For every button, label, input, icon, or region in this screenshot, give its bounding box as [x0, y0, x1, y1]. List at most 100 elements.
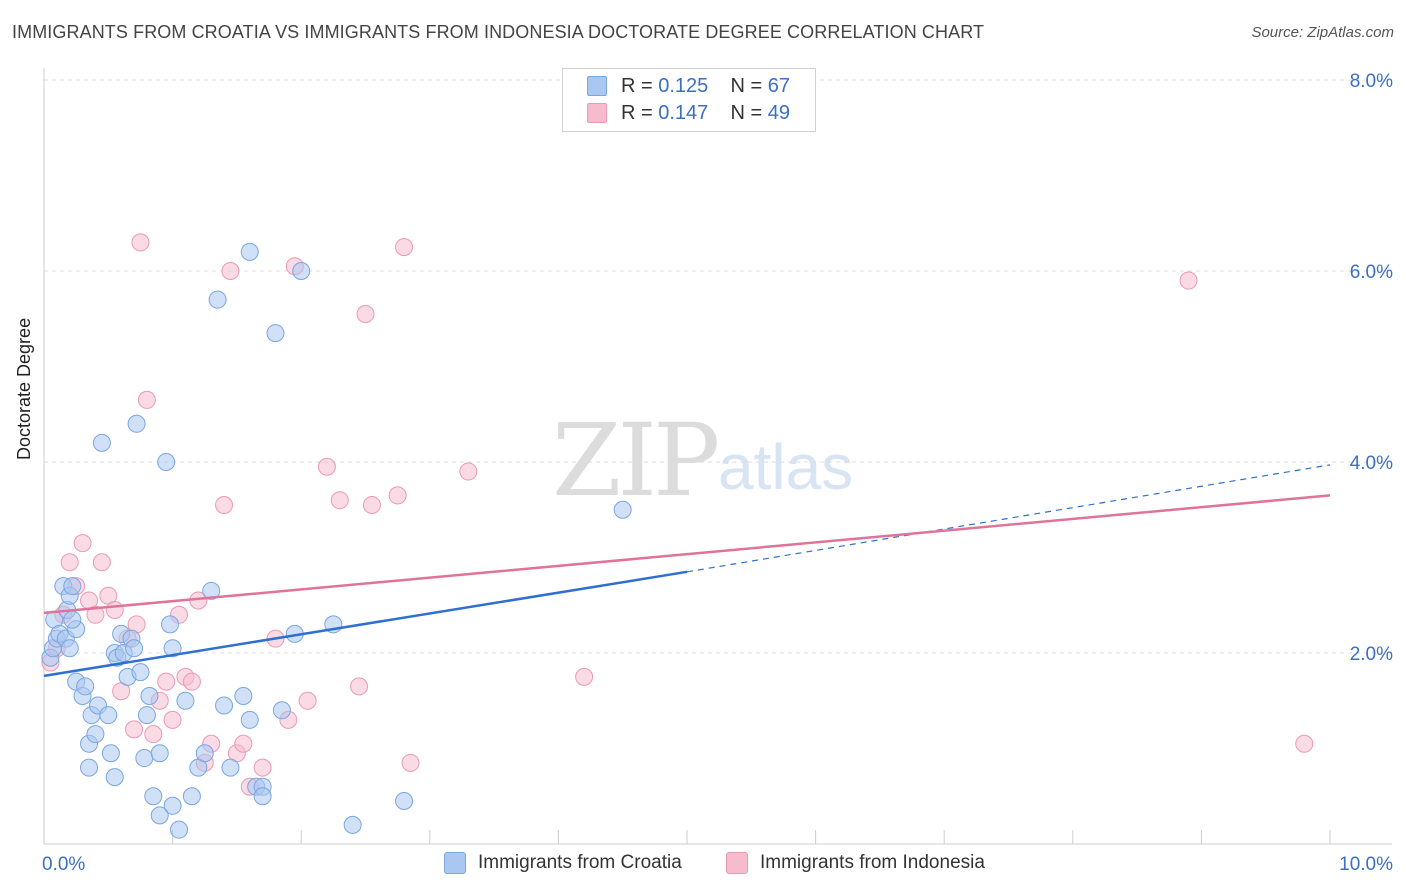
croatia-point: [150, 744, 169, 763]
bottom-legend-croatia: Immigrants from Croatia: [444, 852, 682, 874]
indonesia-point: [253, 758, 272, 777]
indonesia-point: [234, 734, 253, 753]
indonesia-point: [575, 667, 594, 686]
croatia-point: [176, 691, 195, 710]
croatia-point: [63, 577, 82, 596]
x-tick-label-10: 10.0%: [1339, 854, 1393, 875]
indonesia-point: [317, 457, 336, 476]
x-tick-label-0: 0.0%: [42, 854, 85, 875]
watermark-zip: ZIP: [552, 402, 720, 519]
croatia-point: [613, 500, 632, 519]
croatia-point: [131, 663, 150, 682]
indonesia-legend-label: Immigrants from Indonesia: [760, 852, 985, 873]
indonesia-point: [73, 534, 92, 553]
n-value-croatia: 67: [767, 74, 791, 97]
indonesia-point: [459, 462, 478, 481]
croatia-point: [101, 744, 120, 763]
r-label-indonesia: R =: [621, 101, 659, 124]
croatia-point: [163, 796, 182, 815]
indonesia-legend-swatch: [726, 852, 748, 874]
indonesia-point: [350, 677, 369, 696]
indonesia-point: [60, 553, 79, 572]
indonesia-point: [388, 486, 407, 505]
croatia-swatch: [587, 76, 607, 96]
indonesia-point: [221, 262, 240, 280]
indonesia-point: [144, 725, 163, 744]
indonesia-point: [298, 691, 317, 710]
r-label-croatia: R =: [621, 74, 659, 97]
croatia-trend-extension: [686, 464, 1331, 573]
indonesia-point: [92, 553, 111, 572]
croatia-point: [86, 725, 105, 744]
indonesia-point: [362, 495, 381, 514]
watermark-atlas: atlas: [718, 431, 854, 503]
croatia-point: [215, 696, 234, 715]
indonesia-point: [157, 672, 176, 691]
croatia-point: [99, 706, 118, 725]
y-tick-label-2: 2.0%: [1350, 644, 1393, 665]
croatia-trend-line: [43, 570, 688, 678]
croatia-point: [221, 758, 240, 777]
croatia-point: [127, 414, 146, 433]
indonesia-point: [330, 491, 349, 510]
indonesia-point: [125, 720, 144, 739]
y-tick-label-6: 6.0%: [1350, 262, 1393, 283]
croatia-legend-swatch: [444, 852, 466, 874]
croatia-point: [292, 262, 311, 280]
croatia-point: [272, 701, 291, 720]
indonesia-point: [1179, 271, 1198, 290]
croatia-point: [343, 815, 362, 834]
n-label-indonesia: N =: [730, 101, 768, 124]
indonesia-point: [163, 710, 182, 729]
legend-row-indonesia: R = 0.147 N = 49: [587, 101, 791, 125]
croatia-point: [144, 787, 163, 806]
croatia-point: [266, 324, 285, 343]
croatia-point: [76, 677, 95, 696]
indonesia-point: [395, 238, 414, 257]
n-label-croatia: N =: [730, 74, 768, 97]
n-value-indonesia: 49: [767, 101, 791, 124]
y-tick-label-4: 4.0%: [1350, 453, 1393, 474]
indonesia-point: [105, 601, 124, 620]
croatia-point: [157, 453, 176, 471]
croatia-point: [195, 744, 214, 763]
croatia-point: [163, 639, 182, 658]
r-value-indonesia: 0.147: [658, 101, 709, 124]
source-label: Source: ZipAtlas.com: [1251, 24, 1394, 41]
indonesia-point: [215, 495, 234, 514]
croatia-point: [63, 610, 82, 629]
croatia-point: [80, 758, 99, 777]
indonesia-trend-line: [43, 494, 1331, 615]
croatia-point: [253, 787, 272, 806]
indonesia-swatch: [587, 103, 607, 123]
croatia-point: [161, 615, 180, 634]
croatia-point: [150, 806, 169, 825]
croatia-point: [140, 686, 159, 705]
correlation-legend: R = 0.125 N = 67 R = 0.147 N = 49: [562, 68, 816, 132]
croatia-point: [208, 290, 227, 309]
chart-title: IMMIGRANTS FROM CROATIA VS IMMIGRANTS FR…: [12, 22, 985, 42]
croatia-point: [60, 639, 79, 658]
indonesia-point: [401, 753, 420, 772]
indonesia-point: [1295, 734, 1314, 753]
indonesia-point: [131, 233, 150, 252]
croatia-legend-label: Immigrants from Croatia: [478, 852, 682, 873]
croatia-point: [240, 242, 259, 261]
r-value-croatia: 0.125: [658, 74, 709, 97]
croatia-point: [105, 768, 124, 787]
croatia-point: [240, 710, 259, 729]
indonesia-point: [182, 672, 201, 691]
y-axis-label: Doctorate Degree: [14, 317, 34, 460]
bottom-legend-indonesia: Immigrants from Indonesia: [726, 852, 985, 874]
indonesia-point: [356, 304, 375, 323]
croatia-point: [135, 749, 154, 768]
croatia-point: [125, 639, 144, 658]
croatia-point: [395, 792, 414, 811]
croatia-point: [182, 787, 201, 806]
y-tick-label-8: 8.0%: [1350, 71, 1393, 92]
croatia-point: [92, 433, 111, 452]
croatia-point: [234, 686, 253, 705]
croatia-point: [202, 581, 221, 600]
croatia-point: [170, 820, 189, 839]
